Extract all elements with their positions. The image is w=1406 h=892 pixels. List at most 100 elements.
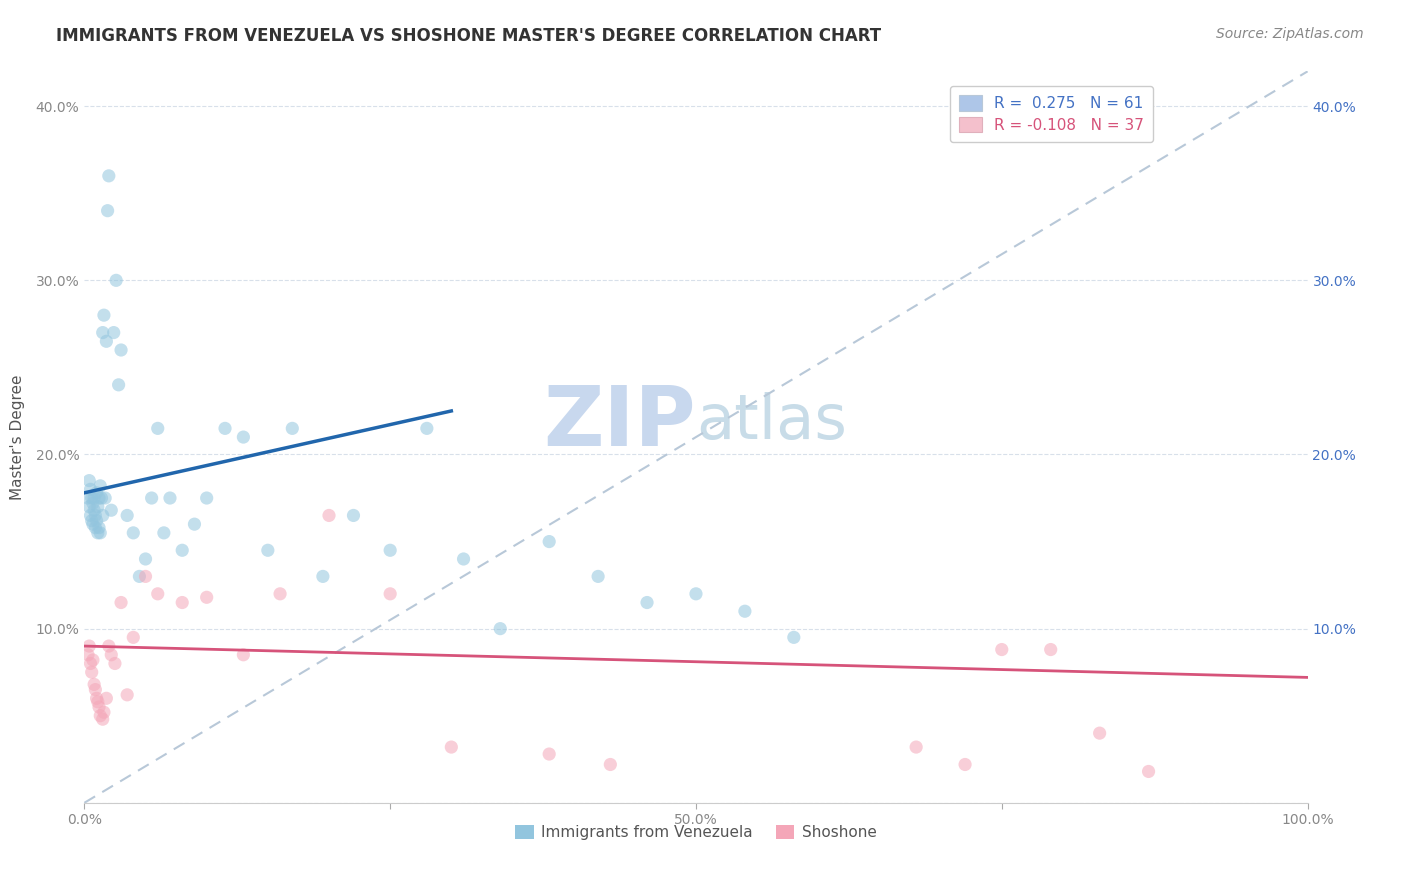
Point xyxy=(83,677,105,691)
Point xyxy=(110,343,132,357)
Point xyxy=(96,334,118,349)
Point xyxy=(86,514,108,528)
Point xyxy=(685,587,707,601)
Point xyxy=(1039,642,1062,657)
Point xyxy=(79,508,101,523)
Point xyxy=(93,308,115,322)
Point xyxy=(90,491,112,505)
Point xyxy=(93,705,115,719)
Point xyxy=(79,657,101,671)
Point xyxy=(195,591,218,605)
Point xyxy=(269,587,291,601)
Point xyxy=(135,569,157,583)
Point xyxy=(991,642,1014,657)
Point xyxy=(87,521,110,535)
Point xyxy=(77,474,100,488)
Text: atlas: atlas xyxy=(696,392,846,452)
Point xyxy=(84,508,107,523)
Point xyxy=(172,595,194,609)
Point xyxy=(172,543,194,558)
Point xyxy=(599,757,621,772)
Point xyxy=(82,653,104,667)
Point xyxy=(115,688,138,702)
Point xyxy=(87,695,110,709)
Point xyxy=(440,740,463,755)
Point xyxy=(636,595,658,609)
Point xyxy=(312,569,335,583)
Point xyxy=(734,604,756,618)
Point xyxy=(783,631,806,645)
Point xyxy=(538,747,561,761)
Point xyxy=(82,517,104,532)
Point xyxy=(159,491,181,505)
Legend: Immigrants from Venezuela, Shoshone: Immigrants from Venezuela, Shoshone xyxy=(509,819,883,847)
Point xyxy=(538,534,561,549)
Point xyxy=(87,525,110,540)
Point xyxy=(195,491,218,505)
Point xyxy=(281,421,304,435)
Point xyxy=(453,552,475,566)
Point xyxy=(905,740,928,755)
Point xyxy=(80,514,103,528)
Point xyxy=(89,708,111,723)
Text: IMMIGRANTS FROM VENEZUELA VS SHOSHONE MASTER'S DEGREE CORRELATION CHART: IMMIGRANTS FROM VENEZUELA VS SHOSHONE MA… xyxy=(56,27,882,45)
Point xyxy=(146,421,169,435)
Point xyxy=(84,521,107,535)
Point xyxy=(89,525,111,540)
Point xyxy=(91,508,114,523)
Point xyxy=(953,757,976,772)
Point xyxy=(84,682,107,697)
Point xyxy=(83,503,105,517)
Point xyxy=(104,657,127,671)
Point xyxy=(77,491,100,505)
Point xyxy=(94,491,117,505)
Point xyxy=(79,483,101,497)
Point xyxy=(489,622,512,636)
Point xyxy=(110,595,132,609)
Text: ZIP: ZIP xyxy=(544,382,696,463)
Point xyxy=(1088,726,1111,740)
Point xyxy=(87,500,110,514)
Point xyxy=(107,377,129,392)
Point xyxy=(105,273,128,287)
Point xyxy=(141,491,163,505)
Point xyxy=(103,326,125,340)
Point xyxy=(153,525,176,540)
Point xyxy=(232,648,254,662)
Point xyxy=(91,326,114,340)
Point xyxy=(77,639,100,653)
Point xyxy=(318,508,340,523)
Point xyxy=(586,569,609,583)
Point xyxy=(122,525,145,540)
Point xyxy=(83,491,105,505)
Point xyxy=(96,691,118,706)
Point xyxy=(115,508,138,523)
Point xyxy=(86,485,108,500)
Text: Source: ZipAtlas.com: Source: ZipAtlas.com xyxy=(1216,27,1364,41)
Point xyxy=(380,587,402,601)
Point xyxy=(91,712,114,726)
Point xyxy=(97,169,120,183)
Point xyxy=(146,587,169,601)
Point xyxy=(135,552,157,566)
Y-axis label: Master's Degree: Master's Degree xyxy=(10,375,24,500)
Point xyxy=(183,517,205,532)
Point xyxy=(97,203,120,218)
Point xyxy=(342,508,364,523)
Point xyxy=(122,631,145,645)
Point xyxy=(214,421,236,435)
Point xyxy=(416,421,439,435)
Point xyxy=(80,491,103,505)
Point xyxy=(100,648,122,662)
Point xyxy=(77,500,100,514)
Point xyxy=(89,479,111,493)
Point xyxy=(97,639,120,653)
Point xyxy=(380,543,402,558)
Point xyxy=(100,503,122,517)
Point xyxy=(87,700,110,714)
Point xyxy=(77,648,100,662)
Point xyxy=(232,430,254,444)
Point xyxy=(82,496,104,510)
Point xyxy=(1137,764,1160,779)
Point xyxy=(257,543,280,558)
